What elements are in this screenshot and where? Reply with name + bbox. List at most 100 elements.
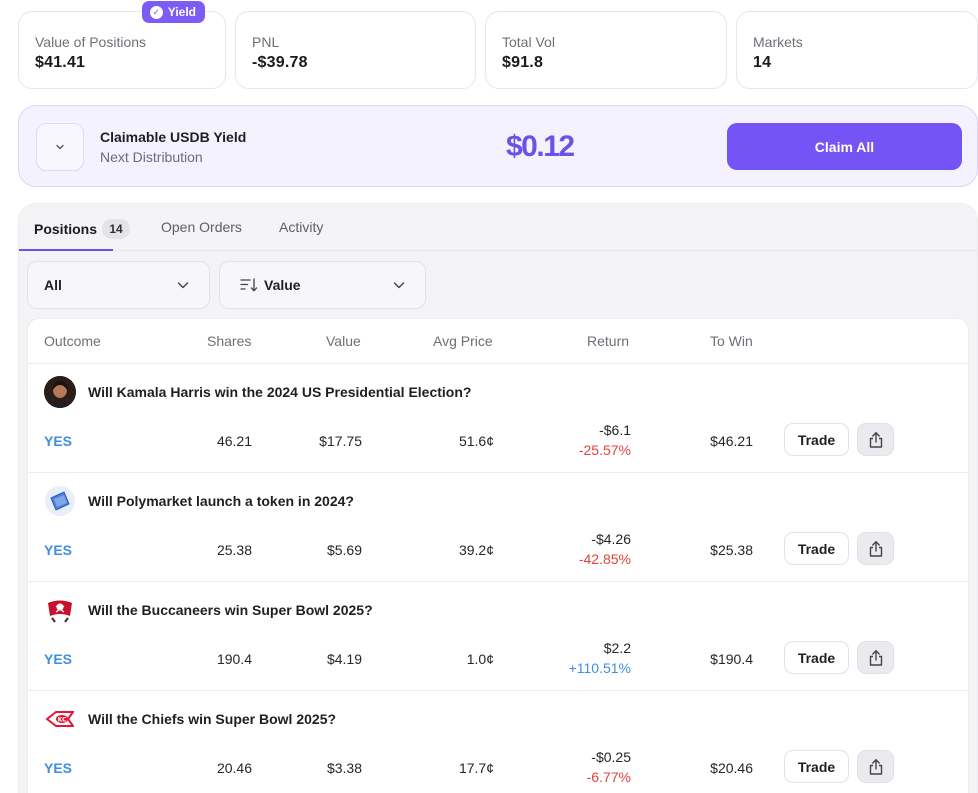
claim-amount: $0.12 <box>506 130 575 163</box>
share-icon <box>869 431 882 448</box>
outcome-label: YES <box>44 542 73 558</box>
stats-bar: ✓ Yield Value of Positions $41.41 PNL -$… <box>18 1 978 89</box>
table-row[interactable]: Will Polymarket launch a token in 2024? … <box>28 473 968 582</box>
value-cell: $5.69 <box>326 542 362 558</box>
sort-descending-icon <box>240 278 258 292</box>
return-value: -$4.26 <box>591 531 631 547</box>
stat-label: Markets <box>753 34 803 50</box>
return-value: $2.2 <box>603 640 631 656</box>
avg-price-cell: 17.7¢ <box>458 760 494 776</box>
return-value: -$6.1 <box>599 422 631 438</box>
shares-cell: 20.46 <box>216 760 252 776</box>
table-header: Outcome Shares Value Avg Price Return To… <box>28 319 968 364</box>
stat-label: PNL <box>252 34 280 50</box>
return-percent: -25.57% <box>578 442 631 458</box>
value-cell: $3.38 <box>326 760 362 776</box>
tab-open-orders[interactable]: Open Orders <box>161 219 242 235</box>
trade-button[interactable]: Trade <box>784 423 849 456</box>
avg-price-cell: 1.0¢ <box>466 651 494 667</box>
active-tab-indicator <box>19 249 113 251</box>
outcome-label: YES <box>44 651 73 667</box>
positions-table: Outcome Shares Value Avg Price Return To… <box>27 318 969 793</box>
sort-value: Value <box>264 277 301 293</box>
value-cell: $17.75 <box>319 433 362 449</box>
yield-badge[interactable]: ✓ Yield <box>141 1 205 23</box>
tab-label: Activity <box>279 219 324 235</box>
positions-panel: Positions 14 Open Orders Activity All Va… <box>18 203 978 793</box>
stat-value: $41.41 <box>35 54 86 71</box>
trade-button[interactable]: Trade <box>784 532 849 565</box>
outcome-filter-select[interactable]: All <box>27 261 210 309</box>
table-row[interactable]: Will the Buccaneers win Super Bowl 2025?… <box>28 582 968 691</box>
shares-cell: 46.21 <box>216 433 252 449</box>
check-icon: ✓ <box>149 5 163 19</box>
stat-card-total-vol: Total Vol $91.8 <box>485 11 727 89</box>
share-button[interactable] <box>857 641 894 674</box>
share-button[interactable] <box>857 750 894 783</box>
chiefs-arrowhead-icon: KC <box>44 703 76 735</box>
claim-subtitle: Next Distribution <box>100 149 203 165</box>
return-percent: -6.77% <box>586 769 631 785</box>
stat-value: 14 <box>753 54 772 71</box>
filter-value: All <box>44 277 62 293</box>
return-percent: +110.51% <box>568 660 631 676</box>
header-to-win[interactable]: To Win <box>710 333 753 349</box>
chevron-down-icon <box>177 282 189 289</box>
market-title[interactable]: Will Kamala Harris win the 2024 US Presi… <box>88 384 472 400</box>
to-win-cell: $25.38 <box>710 542 753 558</box>
yield-badge-label: Yield <box>167 5 196 19</box>
stat-card-markets: Markets 14 <box>736 11 978 89</box>
share-icon <box>869 540 882 557</box>
tab-label: Open Orders <box>161 219 242 235</box>
stat-card-value-of-positions: ✓ Yield Value of Positions $41.41 <box>18 1 226 89</box>
share-button[interactable] <box>857 532 894 565</box>
header-outcome[interactable]: Outcome <box>44 333 101 349</box>
shares-cell: 25.38 <box>216 542 252 558</box>
claim-yield-banner: Claimable USDB Yield Next Distribution $… <box>18 105 978 187</box>
trade-button[interactable]: Trade <box>784 750 849 783</box>
table-row[interactable]: Will Kamala Harris win the 2024 US Presi… <box>28 364 968 473</box>
tab-positions[interactable]: Positions 14 <box>34 219 131 239</box>
market-title[interactable]: Will the Buccaneers win Super Bowl 2025? <box>88 602 373 618</box>
return-value: -$0.25 <box>591 749 631 765</box>
avg-price-cell: 39.2¢ <box>458 542 494 558</box>
claim-title: Claimable USDB Yield <box>100 129 247 145</box>
share-icon <box>869 649 882 666</box>
trade-button[interactable]: Trade <box>784 641 849 674</box>
return-percent: -42.85% <box>578 551 631 567</box>
table-row[interactable]: KC Will the Chiefs win Super Bowl 2025? … <box>28 691 968 793</box>
chevron-down-icon <box>56 144 64 150</box>
avg-price-cell: 51.6¢ <box>458 433 494 449</box>
header-value[interactable]: Value <box>326 333 361 349</box>
tab-activity[interactable]: Activity <box>279 219 323 235</box>
stat-label: Value of Positions <box>35 34 147 50</box>
to-win-cell: $46.21 <box>710 433 753 449</box>
expand-toggle[interactable] <box>36 123 84 171</box>
value-cell: $4.19 <box>326 651 362 667</box>
polymarket-logo-icon <box>44 485 76 517</box>
shares-cell: 190.4 <box>216 651 252 667</box>
chevron-down-icon <box>393 282 405 289</box>
header-return[interactable]: Return <box>587 333 630 349</box>
svg-text:KC: KC <box>58 717 67 724</box>
buccaneers-flag-icon <box>44 594 76 626</box>
tab-bar: Positions 14 Open Orders Activity <box>19 204 977 251</box>
market-title[interactable]: Will Polymarket launch a token in 2024? <box>88 493 354 509</box>
header-shares[interactable]: Shares <box>207 333 252 349</box>
claim-all-button[interactable]: Claim All <box>727 123 962 170</box>
to-win-cell: $190.4 <box>710 651 753 667</box>
stat-value: -$39.78 <box>252 54 308 71</box>
share-button[interactable] <box>857 423 894 456</box>
outcome-label: YES <box>44 760 73 776</box>
stat-value: $91.8 <box>502 54 544 71</box>
market-title[interactable]: Will the Chiefs win Super Bowl 2025? <box>88 711 337 727</box>
positions-count-badge: 14 <box>102 219 131 239</box>
tab-label: Positions <box>34 221 98 237</box>
share-icon <box>869 758 882 775</box>
stat-card-pnl: PNL -$39.78 <box>235 11 476 89</box>
kamala-harris-avatar-icon <box>44 376 76 408</box>
sort-select[interactable]: Value <box>219 261 426 309</box>
outcome-label: YES <box>44 433 73 449</box>
stat-label: Total Vol <box>502 34 555 50</box>
header-avg-price[interactable]: Avg Price <box>433 333 493 349</box>
